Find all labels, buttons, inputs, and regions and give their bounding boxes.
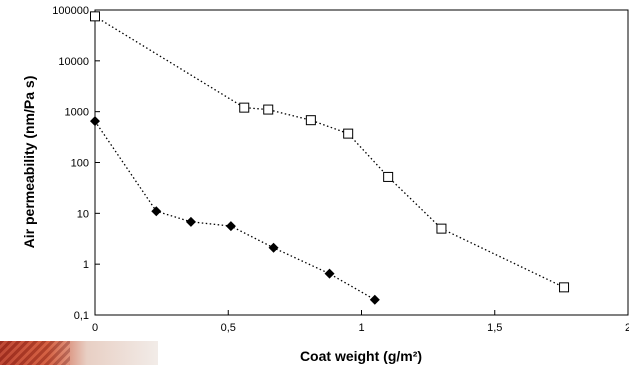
series-2-point	[151, 206, 162, 217]
y-axis-ticks: 0,1 1 10 100 1000 10000 100000	[52, 5, 100, 322]
series-2-point	[90, 116, 100, 127]
series-2-point	[185, 216, 196, 227]
series-lines	[94, 15, 565, 301]
x-axis-title: Coat weight (g/m²)	[300, 348, 422, 364]
x-tick-label: 0,5	[221, 322, 236, 334]
x-axis-ticks: 0 0,5 1 1,5 2	[92, 310, 629, 334]
series-markers	[90, 11, 570, 305]
x-tick-label: 1	[358, 322, 364, 334]
series-1-point	[383, 171, 394, 182]
series-1-point	[90, 11, 100, 22]
plot-area-border	[94, 9, 629, 316]
series-1-line	[94, 15, 565, 288]
series-2-point	[225, 221, 236, 232]
series-1-point	[436, 223, 447, 234]
y-tick-label: 10000	[58, 56, 89, 68]
series-2-point	[324, 268, 335, 279]
x-tick-label: 1,5	[487, 322, 502, 334]
series-2-point	[369, 294, 380, 305]
series-1-point	[343, 128, 354, 139]
y-tick-label: 10	[77, 208, 89, 220]
series-1-point	[263, 104, 274, 115]
plot-frame	[94, 9, 629, 316]
series-2-point	[268, 242, 279, 253]
y-axis-title: Air permeability (nm/Pa s)	[21, 76, 37, 249]
y-tick-label: 0,1	[74, 310, 89, 322]
y-tick-label: 100	[71, 158, 89, 170]
y-tick-label: 1000	[65, 107, 89, 119]
cropped-photo-thumbnail	[0, 341, 158, 365]
x-tick-label: 2	[625, 322, 629, 334]
x-tick-label: 0	[92, 322, 98, 334]
y-tick-label: 1	[83, 259, 89, 271]
y-tick-label: 100000	[52, 5, 89, 17]
series-1-point	[559, 282, 570, 293]
series-1-point	[239, 102, 250, 113]
series-1-point	[305, 115, 316, 126]
